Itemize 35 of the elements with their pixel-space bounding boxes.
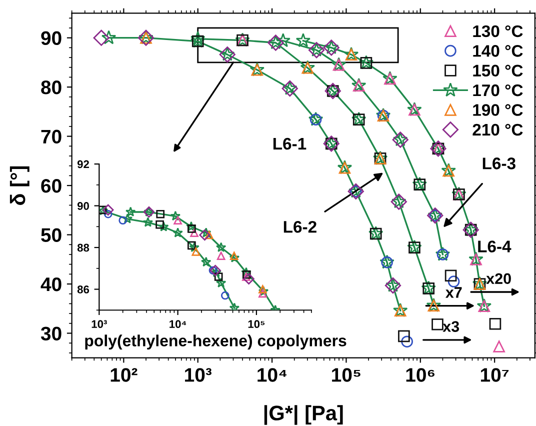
y-tick-label: 90 — [77, 202, 89, 210]
x-tick-label: 10³ — [92, 320, 107, 328]
x-axis-title: |G*| [Pa] — [264, 405, 343, 425]
y-tick-label: 86 — [77, 286, 90, 294]
annotation: L6-3 — [482, 158, 516, 170]
annotation: L6-1 — [273, 138, 306, 150]
x-tick-label: 10² — [110, 368, 138, 382]
y-tick-label: 70 — [41, 130, 62, 144]
annotation: poly(ethylene-hexene) copolymers — [85, 334, 346, 350]
y-tick-label: 80 — [41, 80, 62, 94]
y-tick-label: 88 — [77, 244, 90, 252]
legend-label: 150 °C — [473, 64, 523, 77]
x-tick-label: 10⁶ — [406, 368, 434, 382]
x-tick-label: 10⁵ — [248, 320, 265, 328]
y-axis-title: δ [°] — [10, 166, 30, 205]
x-tick-label: 10⁷ — [480, 368, 509, 382]
x-tick-label: 10³ — [185, 368, 212, 382]
y-tick-label: 92 — [77, 160, 89, 168]
x-tick-label: 10⁵ — [332, 368, 360, 382]
y-tick-label: 60 — [41, 178, 62, 193]
y-tick-label: 30 — [40, 326, 62, 340]
legend-label: 130 °C — [473, 25, 523, 38]
annotation: x20 — [486, 273, 511, 284]
x-tick-label: 10⁴ — [258, 368, 287, 382]
annotation: L6-2 — [284, 220, 316, 233]
legend-label: 170 °C — [473, 84, 523, 96]
annotation: x7 — [445, 287, 462, 298]
legend-label: 190 °C — [473, 104, 523, 116]
legend-label: 140 °C — [473, 45, 523, 57]
y-tick-label: 50 — [41, 228, 62, 242]
annotation: L6-4 — [478, 240, 512, 252]
y-tick-label: 40 — [40, 277, 62, 292]
y-tick-label: 90 — [41, 31, 62, 46]
legend-label: 210 °C — [472, 124, 523, 136]
x-tick-label: 10⁴ — [170, 320, 186, 328]
